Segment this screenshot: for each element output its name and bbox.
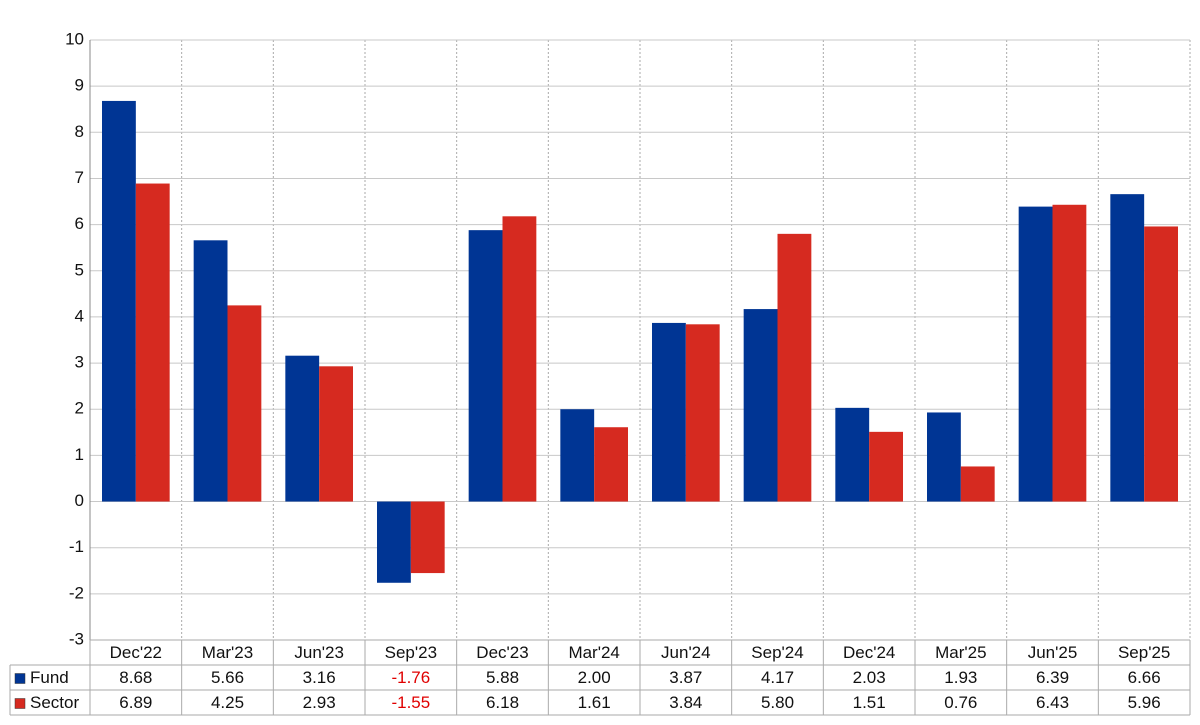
value-label: 6.39 <box>1036 668 1069 687</box>
bar <box>743 309 778 502</box>
bar <box>410 501 445 574</box>
value-label: 4.25 <box>211 693 244 712</box>
value-label: 8.68 <box>119 668 152 687</box>
legend-label: Fund <box>30 668 69 687</box>
bar <box>869 431 903 502</box>
bar <box>960 466 995 502</box>
value-label: 2.03 <box>853 668 886 687</box>
value-label: 5.80 <box>761 693 794 712</box>
bar <box>1018 206 1053 502</box>
y-tick-label: -3 <box>69 629 84 648</box>
y-tick-label: 0 <box>75 491 84 510</box>
value-label: -1.76 <box>391 668 430 687</box>
bar <box>193 240 228 502</box>
y-tick-label: 8 <box>75 122 84 141</box>
y-tick-label: 4 <box>75 306 84 325</box>
bar <box>377 501 411 583</box>
y-tick-label: 5 <box>75 260 84 279</box>
bar <box>777 233 812 502</box>
x-tick-label: Dec'22 <box>110 643 162 662</box>
x-tick-label: Mar'23 <box>202 643 253 662</box>
y-tick-label: -2 <box>69 583 84 602</box>
bar <box>652 322 686 502</box>
value-label: 6.18 <box>486 693 519 712</box>
bar <box>102 100 136 502</box>
value-label: 4.17 <box>761 668 794 687</box>
value-label: 3.16 <box>303 668 336 687</box>
value-label: 5.88 <box>486 668 519 687</box>
value-label: 2.00 <box>578 668 611 687</box>
y-tick-label: 9 <box>75 76 84 95</box>
bar <box>1110 194 1145 502</box>
bar <box>1144 226 1178 502</box>
y-tick-label: -1 <box>69 537 84 556</box>
y-tick-label: 10 <box>65 29 84 48</box>
x-tick-label: Jun'24 <box>661 643 711 662</box>
y-tick-label: 3 <box>75 353 84 372</box>
value-label: 0.76 <box>944 693 977 712</box>
y-tick-label: 2 <box>75 399 84 418</box>
bar <box>502 216 537 502</box>
legend-swatch <box>14 673 26 684</box>
bar <box>594 427 628 502</box>
bar <box>835 407 870 502</box>
value-label: 3.87 <box>669 668 702 687</box>
x-tick-label: Sep'25 <box>1118 643 1170 662</box>
x-tick-label: Jun'25 <box>1028 643 1078 662</box>
bar <box>927 412 961 502</box>
bar <box>685 324 720 502</box>
y-tick-label: 1 <box>75 445 84 464</box>
value-label: 1.51 <box>853 693 886 712</box>
value-label: 6.43 <box>1036 693 1069 712</box>
x-tick-label: Mar'24 <box>568 643 619 662</box>
bar <box>319 366 353 502</box>
bar <box>1052 204 1087 502</box>
bar <box>227 305 262 502</box>
y-tick-label: 6 <box>75 214 84 233</box>
bar <box>135 183 170 502</box>
legend-swatch <box>14 698 26 709</box>
value-label: 6.66 <box>1128 668 1161 687</box>
value-label: 6.89 <box>119 693 152 712</box>
value-label: 1.93 <box>944 668 977 687</box>
value-label: -1.55 <box>391 693 430 712</box>
value-label: 1.61 <box>578 693 611 712</box>
x-tick-label: Dec'23 <box>476 643 528 662</box>
value-label: 5.96 <box>1128 693 1161 712</box>
y-tick-label: 7 <box>75 168 84 187</box>
value-label: 3.84 <box>669 693 702 712</box>
bar <box>285 355 320 502</box>
x-tick-label: Jun'23 <box>294 643 344 662</box>
value-label: 2.93 <box>303 693 336 712</box>
bar <box>560 409 595 502</box>
bar <box>468 230 503 502</box>
x-tick-label: Sep'23 <box>385 643 437 662</box>
x-tick-label: Dec'24 <box>843 643 895 662</box>
x-tick-label: Sep'24 <box>751 643 803 662</box>
value-label: 5.66 <box>211 668 244 687</box>
legend-label: Sector <box>30 693 79 712</box>
x-tick-label: Mar'25 <box>935 643 986 662</box>
